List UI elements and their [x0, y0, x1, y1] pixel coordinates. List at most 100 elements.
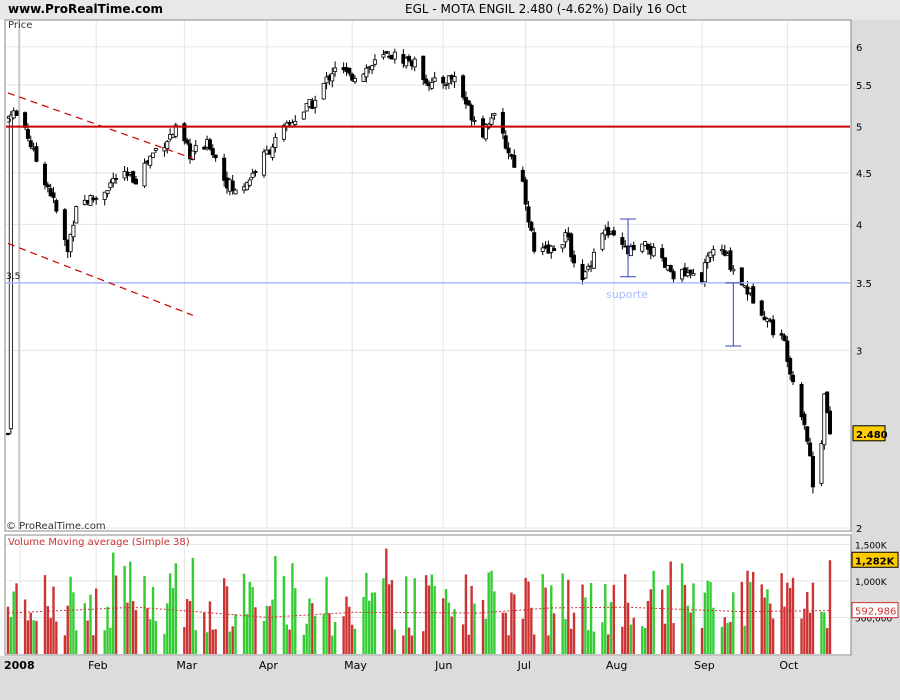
volume-bar	[806, 592, 809, 654]
volume-bar	[285, 624, 288, 654]
candle-body	[381, 54, 386, 58]
candle-body	[492, 113, 497, 116]
volume-bar	[507, 635, 510, 654]
volume-bar	[12, 591, 15, 654]
volume-bar	[112, 552, 115, 654]
candle-body	[28, 140, 33, 148]
candle-body	[685, 272, 690, 277]
volume-bar	[109, 627, 112, 654]
candle-body	[68, 233, 73, 253]
volume-bar	[248, 581, 251, 654]
candle-body	[353, 78, 358, 83]
volume-bar	[305, 623, 308, 654]
volume-bar	[251, 587, 254, 654]
volume-bar	[612, 584, 616, 654]
candle-body	[643, 241, 648, 246]
candle-body	[446, 75, 451, 84]
candle-body	[8, 114, 13, 430]
candle-body	[347, 67, 352, 74]
candle-body	[273, 137, 278, 148]
volume-bar	[746, 570, 749, 654]
volume-bar	[606, 634, 610, 654]
trendline	[7, 92, 194, 160]
volume-bar	[353, 628, 357, 654]
trendline	[7, 242, 194, 316]
volume-bar	[769, 603, 772, 654]
volume-bar	[183, 627, 186, 654]
candle-body	[808, 442, 813, 457]
candle-body	[560, 244, 565, 249]
volume-bar	[205, 632, 209, 654]
candle-body	[742, 285, 747, 288]
volume-bar	[228, 631, 232, 654]
candle-body	[250, 172, 255, 178]
volume-bar	[422, 631, 425, 654]
candle-body	[404, 57, 409, 67]
candle-body	[828, 410, 833, 435]
candle-body	[611, 230, 616, 236]
candle-body	[682, 267, 687, 277]
volume-bar	[382, 578, 385, 654]
volume-bar	[393, 629, 397, 654]
overlays: 5 3.5 suporte	[6, 92, 850, 618]
volume-bar	[410, 635, 414, 654]
date-tick-label: Aug	[606, 659, 627, 672]
volume-bar	[680, 563, 684, 654]
volume-bar	[550, 585, 553, 654]
candle-body	[424, 78, 429, 84]
volume-bar	[345, 596, 348, 654]
candle-body	[165, 141, 170, 149]
candle-body	[503, 135, 508, 149]
candle-body	[671, 271, 676, 280]
price-tick-label: 5	[856, 123, 862, 134]
candle-body	[62, 209, 67, 241]
price-tick-label: 2	[856, 524, 862, 535]
volume-bar	[791, 577, 795, 654]
volume-bar	[800, 618, 803, 654]
volume-bar	[171, 588, 175, 654]
volume-bar	[123, 565, 126, 654]
candle-body	[370, 65, 375, 71]
candle-body	[591, 251, 596, 269]
volume-bar	[447, 602, 451, 654]
volume-bar	[9, 616, 13, 654]
candle-body	[759, 300, 764, 316]
volume-bar	[75, 630, 78, 654]
volume-tick-label: 500,000	[855, 614, 892, 624]
site-label[interactable]: www.ProRealTime.com	[8, 2, 163, 16]
volume-bar	[83, 603, 86, 654]
candle-body	[193, 145, 198, 152]
candle-body	[572, 254, 577, 264]
candle-body	[213, 154, 218, 159]
volume-bar	[552, 613, 556, 654]
candle-body	[102, 191, 107, 200]
candle-body	[785, 340, 790, 362]
volume-bar	[808, 612, 812, 654]
candle-body	[88, 195, 93, 206]
price-tick-label: 6	[856, 43, 862, 54]
candle-body	[105, 189, 110, 194]
volume-bar	[712, 607, 715, 654]
volume-bar	[35, 620, 38, 654]
candle-body	[270, 146, 275, 158]
candle-body	[469, 104, 474, 121]
candle-body	[45, 184, 50, 188]
date-tick-label: May	[344, 659, 367, 672]
candle-body	[261, 151, 266, 176]
candle-body	[333, 67, 338, 72]
volume-bar	[146, 608, 149, 654]
volume-bar	[584, 597, 587, 654]
volume-bar	[740, 581, 744, 654]
volume-bar	[541, 574, 544, 654]
volume-bar	[103, 630, 106, 654]
candle-body	[330, 73, 335, 82]
candle-body	[628, 246, 633, 257]
chart-header: www.ProRealTime.com EGL - MOTA ENGIL 2.4…	[0, 0, 900, 20]
volume-tick-label: 1,000K	[855, 578, 888, 588]
volume-bar	[441, 598, 445, 654]
candle-body	[805, 426, 810, 442]
candle-body	[483, 124, 488, 140]
volume-bar	[632, 617, 635, 654]
volume-bar	[743, 625, 746, 654]
